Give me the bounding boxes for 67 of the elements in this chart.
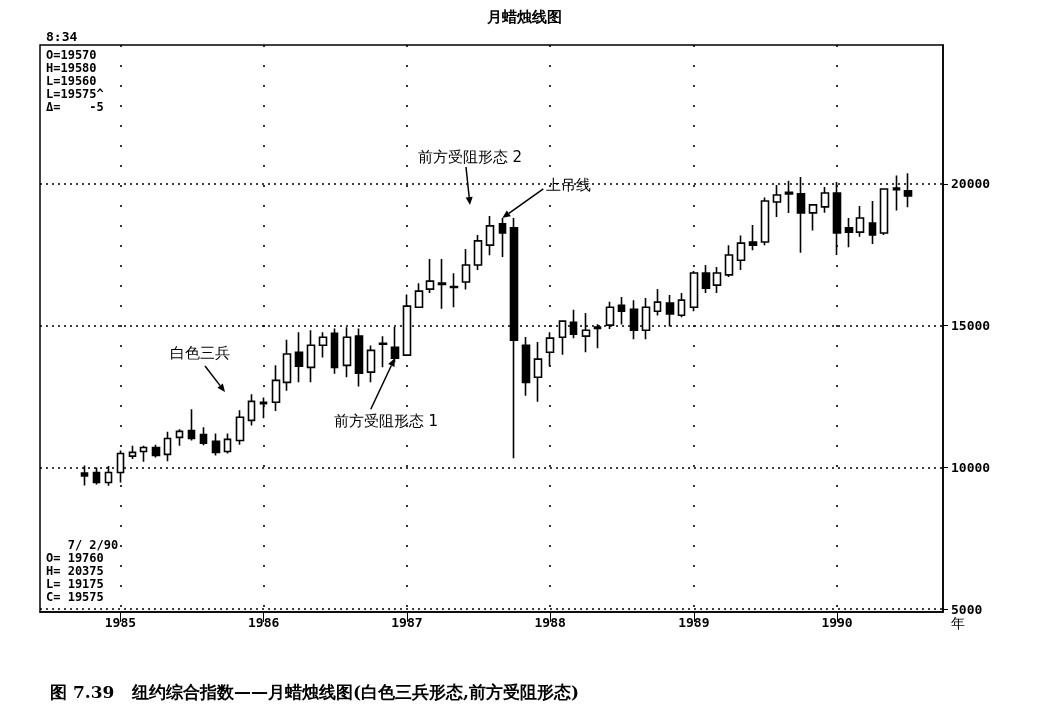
candlestick — [473, 234, 483, 271]
annotation: 上吊线 — [545, 175, 591, 194]
candlestick — [199, 426, 208, 447]
candlestick — [306, 329, 316, 384]
candlestick — [820, 186, 830, 214]
candlestick — [498, 217, 507, 258]
candlestick — [294, 331, 304, 384]
x-tick-label: 1985 — [104, 615, 137, 630]
annotation: 前方受阻形态 1 — [333, 412, 438, 431]
x-tick-label: 1988 — [534, 615, 566, 630]
candlestick — [712, 266, 722, 294]
candlestick — [271, 364, 281, 412]
candlestick — [187, 408, 196, 442]
candlestick — [521, 336, 531, 397]
candlestick — [139, 445, 148, 463]
candlestick — [223, 432, 232, 455]
candlestick — [163, 430, 172, 462]
candlestick — [724, 244, 734, 278]
candlestick — [461, 248, 471, 291]
candlestick — [318, 331, 328, 359]
candlestick — [689, 270, 699, 313]
annotation: O=19570 H=19580 L=19560 L=19575^ Δ= -5 — [46, 47, 104, 114]
candlestick — [128, 445, 137, 460]
candlestick — [449, 272, 459, 309]
candlestick — [282, 339, 292, 392]
candlestick — [868, 200, 877, 245]
candlestick — [378, 335, 388, 369]
candlestick — [151, 443, 161, 459]
candlestick — [366, 344, 376, 384]
candlestick — [533, 341, 543, 403]
candlestick — [617, 296, 626, 326]
candlestick — [437, 258, 447, 310]
caption: 图 7.39 纽约综合指数——月蜡烛线图(白色三兵形态,前方受阻形态) — [50, 681, 580, 702]
candlestick — [760, 196, 770, 246]
annotation: 7/ 2/90 O= 19760 H= 20375 L= 19175 C= 19575 — [46, 537, 119, 604]
x-tick-label: 1990 — [821, 615, 853, 630]
candlestick — [354, 327, 364, 388]
candlestick — [211, 432, 221, 457]
candlestick — [247, 393, 256, 427]
chart-title: 月蜡烛线图 — [486, 7, 562, 26]
candlestick — [844, 217, 854, 248]
candlestick — [736, 234, 746, 271]
candlestick — [879, 188, 889, 236]
candlestick — [701, 264, 711, 294]
x-tick-label: 1989 — [678, 615, 710, 630]
candlestick — [235, 409, 245, 446]
y-tick-label: 20000 — [951, 176, 991, 192]
annotation: 前方受阻形态 2 — [417, 148, 523, 166]
text: 8:34 — [46, 28, 78, 44]
candlestick — [425, 258, 435, 294]
x-tick-label: 1986 — [248, 615, 280, 630]
y-tick-label: 15000 — [951, 318, 991, 334]
x-axis-title: 年 — [951, 615, 965, 631]
candlestick — [175, 428, 184, 447]
candlestick — [485, 215, 495, 257]
annotation: 白色三兵 — [170, 344, 230, 362]
candlestick — [414, 282, 424, 309]
candlestick — [748, 224, 758, 252]
y-tick-label: 5000 — [951, 601, 983, 617]
y-tick-label: 10000 — [951, 459, 991, 475]
candlestick — [677, 292, 686, 318]
candlestick — [653, 288, 662, 317]
candlestick — [772, 184, 782, 218]
candlestick — [855, 205, 865, 238]
candlestick — [330, 327, 339, 375]
x-tick-label: 1987 — [391, 615, 423, 630]
candlestick — [808, 204, 818, 232]
